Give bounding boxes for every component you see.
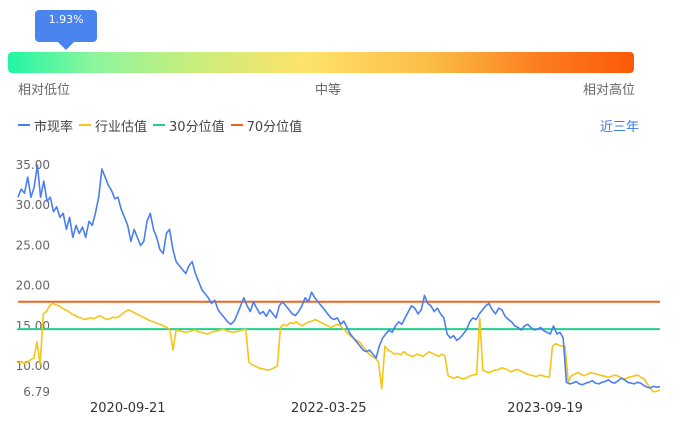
valuation-percentile-bar: [8, 52, 634, 73]
scale-mid-label: 中等: [315, 83, 342, 98]
percentile-tooltip-arrow: [58, 42, 75, 50]
valuation-line-chart: 35.00 30.00 25.00 20.00 15.00 10.00 6.79 2020-…: [16, 158, 661, 416]
percentile-tooltip: 1.93%: [35, 10, 98, 42]
y-tick-label: 6.79: [23, 385, 50, 399]
x-tick-label: 2023-09-19: [507, 401, 583, 416]
legend-label-industry: 行业估值: [95, 119, 148, 135]
y-tick-label: 10.00: [16, 359, 50, 373]
series-line: [17, 302, 661, 393]
y-tick-label: 35.00: [16, 158, 50, 172]
y-tick-label: 25.00: [16, 238, 50, 252]
scale-low-label: 相对低位: [18, 83, 71, 98]
legend-label-p70: 70分位值: [246, 119, 303, 135]
y-tick-label: 20.00: [16, 279, 50, 293]
range-selector-3y[interactable]: 近三年: [600, 120, 640, 135]
legend-swatch-industry: [79, 124, 92, 126]
legend-item-pcf[interactable]: 市现率: [18, 116, 73, 135]
scale-high-label: 相对高位: [583, 83, 636, 98]
legend-swatch-pcf: [18, 124, 30, 126]
legend-swatch-p30: [153, 124, 166, 126]
legend-swatch-p70: [230, 124, 243, 126]
chart-legend: 市现率 行业估值 30分位值 70分位值: [18, 116, 308, 135]
legend-item-p30[interactable]: 30分位值: [153, 116, 225, 135]
legend-item-industry[interactable]: 行业估值: [79, 116, 147, 135]
series-line: [17, 164, 661, 389]
y-tick-label: 15.00: [16, 319, 50, 333]
y-tick-label: 30.00: [16, 198, 50, 212]
series-lines: [17, 164, 661, 393]
legend-item-p70[interactable]: 70分位值: [230, 116, 303, 135]
legend-label-pcf: 市现率: [34, 119, 74, 135]
legend-label-p30: 30分位值: [169, 119, 225, 135]
x-tick-label: 2022-03-25: [291, 401, 367, 416]
x-tick-label: 2020-09-21: [90, 401, 166, 416]
x-axis: 2020-09-21 2022-03-25 2023-09-19: [90, 401, 583, 416]
y-axis: 35.00 30.00 25.00 20.00 15.00 10.00 6.79: [16, 158, 50, 399]
percentile-value: 1.93%: [48, 13, 84, 26]
